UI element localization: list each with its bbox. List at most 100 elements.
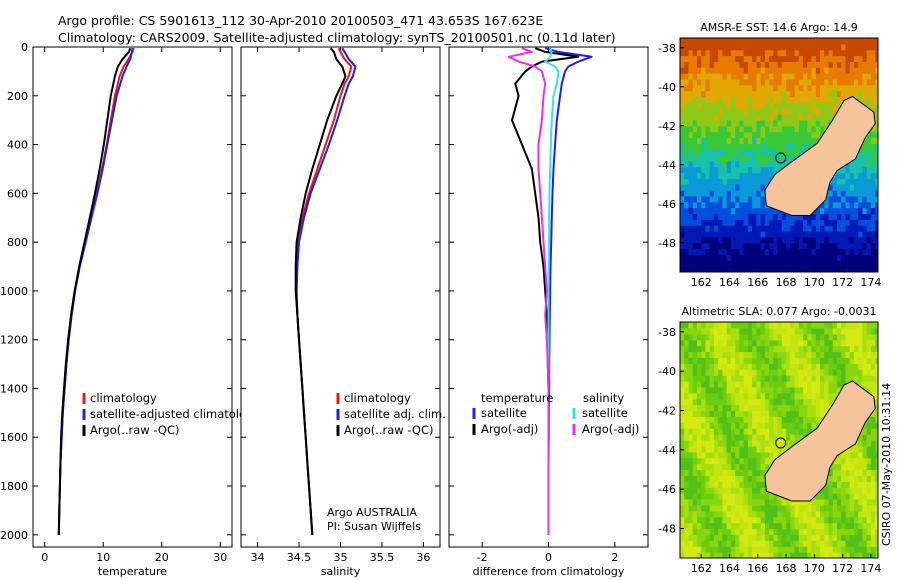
y-tick-label: -40: [658, 81, 676, 94]
map-cell: [828, 43, 834, 51]
map-cell: [815, 552, 821, 558]
map-cell: [811, 516, 817, 524]
map-cell: [837, 184, 842, 191]
map-cell: [832, 73, 838, 80]
map-cell: [820, 540, 825, 547]
map-cell: [730, 201, 736, 209]
map-cell: [773, 260, 779, 267]
map-cell: [781, 369, 787, 376]
map-cell: [743, 369, 749, 376]
map-cell: [794, 357, 800, 364]
map-cell: [798, 242, 804, 250]
map-cell: [722, 351, 728, 358]
map-cell: [735, 345, 740, 353]
map-cell: [837, 522, 842, 530]
map-cell: [832, 487, 838, 494]
map-cell: [680, 225, 685, 232]
x-tick-label: 20: [155, 551, 169, 564]
map-cell: [773, 79, 779, 86]
map-cell: [688, 61, 694, 68]
map-cell: [701, 213, 706, 220]
map-cell: [786, 84, 791, 92]
map-cell: [743, 422, 749, 429]
map-cell: [760, 434, 766, 441]
map-cell: [697, 125, 702, 133]
map-cell: [697, 392, 702, 400]
map-cell: [680, 487, 685, 494]
map-cell: [764, 131, 770, 138]
map-cell: [697, 196, 702, 203]
map-cell: [769, 522, 774, 530]
map-cell: [854, 219, 859, 226]
map-cell: [837, 357, 842, 364]
map-cell: [824, 386, 830, 394]
map-cell: [752, 149, 757, 156]
map-cell: [824, 114, 830, 121]
map-cell: [722, 166, 728, 174]
map-cell: [807, 219, 813, 226]
map-cell: [760, 510, 766, 518]
map-cell: [730, 434, 736, 441]
x-tick-label: -2: [477, 551, 488, 564]
map-cell: [790, 540, 796, 547]
map-cell: [705, 248, 711, 255]
map-cell: [870, 184, 876, 191]
map-cell: [684, 254, 689, 261]
map-cell: [688, 131, 694, 138]
map-cell: [870, 131, 876, 138]
map-cell: [845, 339, 851, 347]
map-cell: [747, 260, 753, 267]
map-cell: [790, 67, 796, 74]
map-cell: [688, 242, 694, 250]
map-cell: [684, 369, 689, 376]
map-cell: [875, 445, 878, 453]
map-cell: [841, 248, 846, 255]
map-cell: [709, 416, 715, 423]
map-cell: [773, 96, 779, 103]
map-cell: [807, 125, 813, 133]
map-cell: [875, 79, 878, 86]
map-cell: [680, 67, 685, 74]
map-cell: [722, 67, 728, 74]
map-cell: [798, 149, 804, 156]
map-cell: [730, 73, 736, 80]
map-cell: [781, 248, 787, 255]
map-cell: [722, 504, 728, 512]
map-cell: [866, 67, 872, 74]
map-cell: [858, 254, 863, 261]
map-cell: [841, 493, 846, 500]
map-cell: [790, 260, 796, 267]
map-cell: [849, 463, 855, 471]
map-cell: [828, 102, 834, 109]
map-cell: [811, 416, 817, 423]
map-cell: [773, 254, 779, 261]
map-cell: [684, 207, 689, 215]
map-cell: [760, 225, 766, 232]
map-cell: [743, 102, 749, 109]
map-cell: [837, 231, 842, 238]
map-cell: [798, 333, 804, 341]
map-cell: [807, 528, 813, 535]
map-cell: [832, 534, 838, 541]
map-cell: [866, 528, 872, 535]
map-cell: [743, 149, 749, 156]
map-cell: [875, 96, 878, 103]
map-cell: [815, 119, 821, 127]
map-cell: [807, 236, 813, 244]
map-cell: [680, 160, 685, 168]
map-cell: [709, 451, 715, 459]
map-cell: [777, 445, 783, 453]
map-cell: [743, 184, 749, 191]
map-cell: [697, 339, 702, 347]
map-cell: [705, 357, 711, 364]
map-cell: [718, 469, 723, 476]
map-cell: [743, 392, 749, 400]
map-cell: [680, 363, 685, 370]
map-cell: [722, 43, 728, 51]
map-cell: [773, 493, 779, 500]
map-cell: [845, 90, 851, 98]
map-cell: [862, 546, 868, 553]
map-cell: [773, 534, 779, 541]
map-cell: [739, 166, 745, 174]
map-cell: [730, 534, 736, 541]
